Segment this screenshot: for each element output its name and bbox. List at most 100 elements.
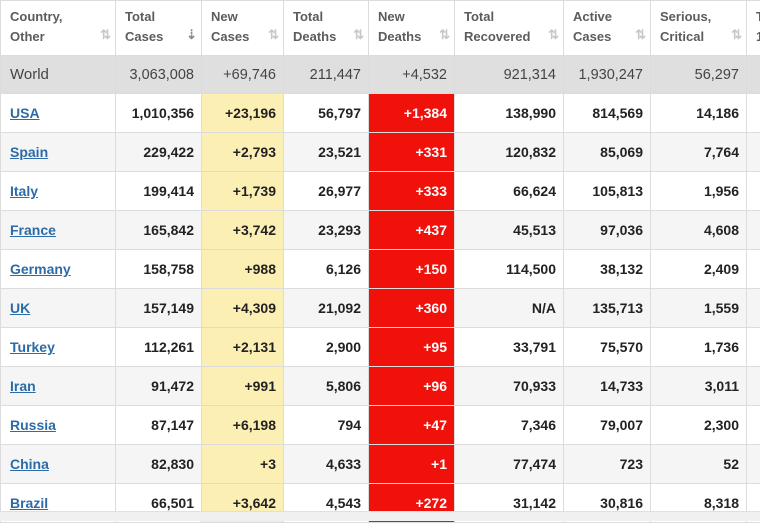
country-cell[interactable]: Italy bbox=[1, 172, 116, 211]
total-recovered-cell: 45,513 bbox=[455, 211, 564, 250]
active-cases-cell: 85,069 bbox=[564, 133, 651, 172]
header-label: Country, Other bbox=[10, 7, 108, 47]
new-deaths-cell: +47 bbox=[369, 406, 455, 445]
total-cases-cell: 1,010,356 bbox=[116, 94, 202, 133]
country-link[interactable]: USA bbox=[10, 105, 40, 121]
country-link[interactable]: China bbox=[10, 456, 49, 472]
new-cases-cell: +69,746 bbox=[202, 56, 284, 94]
total-recovered-cell: 66,624 bbox=[455, 172, 564, 211]
country-link[interactable]: Russia bbox=[10, 417, 56, 433]
country-cell[interactable]: UK bbox=[1, 289, 116, 328]
active-cases-cell: 1,930,247 bbox=[564, 56, 651, 94]
country-link[interactable]: Iran bbox=[10, 378, 36, 394]
total-deaths-cell: 211,447 bbox=[284, 56, 369, 94]
country-cell[interactable]: USA bbox=[1, 94, 116, 133]
header-total-deaths[interactable]: Total Deaths⇅ bbox=[284, 1, 369, 56]
serious-critical-cell: 2,409 bbox=[651, 250, 747, 289]
total-cases-cell: 87,147 bbox=[116, 406, 202, 445]
sort-icon[interactable]: ⇣ bbox=[186, 25, 195, 45]
new-deaths-cell: +360 bbox=[369, 289, 455, 328]
country-link[interactable]: Turkey bbox=[10, 339, 55, 355]
header-new-cases[interactable]: New Cases⇅ bbox=[202, 1, 284, 56]
total-cases-cell: 158,758 bbox=[116, 250, 202, 289]
active-cases-cell: 105,813 bbox=[564, 172, 651, 211]
country-cell[interactable]: Germany bbox=[1, 250, 116, 289]
active-cases-cell: 75,570 bbox=[564, 328, 651, 367]
total-deaths-cell: 23,521 bbox=[284, 133, 369, 172]
new-cases-cell: +2,131 bbox=[202, 328, 284, 367]
country-link[interactable]: UK bbox=[10, 300, 30, 316]
total-deaths-cell: 21,092 bbox=[284, 289, 369, 328]
header-total-cases[interactable]: Total Cases⇣ bbox=[116, 1, 202, 56]
active-cases-cell: 135,713 bbox=[564, 289, 651, 328]
horizontal-scrollbar[interactable] bbox=[0, 511, 760, 521]
country-cell[interactable]: France bbox=[1, 211, 116, 250]
total-deaths-cell: 26,977 bbox=[284, 172, 369, 211]
total-deaths-cell: 23,293 bbox=[284, 211, 369, 250]
serious-critical-cell: 1,736 bbox=[651, 328, 747, 367]
total-cases-cell: 3,063,008 bbox=[116, 56, 202, 94]
header-country[interactable]: Country, Other⇅ bbox=[1, 1, 116, 56]
header-serious-critical[interactable]: Serious, Critical⇅ bbox=[651, 1, 747, 56]
header-active-cases[interactable]: Active Cases⇅ bbox=[564, 1, 651, 56]
serious-critical-cell: 56,297 bbox=[651, 56, 747, 94]
header-tests[interactable]: T 1 bbox=[747, 1, 760, 56]
sort-icon[interactable]: ⇅ bbox=[731, 25, 740, 45]
header-label: Active Cases bbox=[573, 7, 643, 47]
header-total-recovered[interactable]: Total Recovered⇅ bbox=[455, 1, 564, 56]
new-cases-cell: +6,198 bbox=[202, 406, 284, 445]
country-link[interactable]: Spain bbox=[10, 144, 48, 160]
country-link[interactable]: Italy bbox=[10, 183, 38, 199]
sort-icon[interactable]: ⇅ bbox=[353, 25, 362, 45]
new-deaths-cell: +1 bbox=[369, 445, 455, 484]
total-recovered-cell: 70,933 bbox=[455, 367, 564, 406]
new-cases-cell: +988 bbox=[202, 250, 284, 289]
country-link[interactable]: France bbox=[10, 222, 56, 238]
active-cases-cell: 723 bbox=[564, 445, 651, 484]
sort-icon[interactable]: ⇅ bbox=[548, 25, 557, 45]
country-cell[interactable]: Spain bbox=[1, 133, 116, 172]
serious-critical-cell: 14,186 bbox=[651, 94, 747, 133]
tests-cell bbox=[747, 289, 760, 328]
header-label: Total Recovered bbox=[464, 7, 556, 47]
country-cell[interactable]: Iran bbox=[1, 367, 116, 406]
country-cell[interactable]: Turkey bbox=[1, 328, 116, 367]
new-cases-cell: +1,739 bbox=[202, 172, 284, 211]
country-link[interactable]: Germany bbox=[10, 261, 71, 277]
new-deaths-cell: +96 bbox=[369, 367, 455, 406]
tests-cell bbox=[747, 133, 760, 172]
header-label: T 1 bbox=[756, 7, 760, 47]
new-deaths-cell: +437 bbox=[369, 211, 455, 250]
country-cell[interactable]: China bbox=[1, 445, 116, 484]
total-recovered-cell: 138,990 bbox=[455, 94, 564, 133]
total-deaths-cell: 2,900 bbox=[284, 328, 369, 367]
country-link[interactable]: Brazil bbox=[10, 495, 48, 511]
active-cases-cell: 38,132 bbox=[564, 250, 651, 289]
new-cases-cell: +4,309 bbox=[202, 289, 284, 328]
sort-icon[interactable]: ⇅ bbox=[268, 25, 277, 45]
total-cases-cell: 112,261 bbox=[116, 328, 202, 367]
total-recovered-cell: 77,474 bbox=[455, 445, 564, 484]
sort-icon[interactable]: ⇅ bbox=[635, 25, 644, 45]
new-cases-cell: +23,196 bbox=[202, 94, 284, 133]
total-deaths-cell: 6,126 bbox=[284, 250, 369, 289]
new-cases-cell: +991 bbox=[202, 367, 284, 406]
new-cases-cell: +2,793 bbox=[202, 133, 284, 172]
total-cases-cell: 91,472 bbox=[116, 367, 202, 406]
total-deaths-cell: 56,797 bbox=[284, 94, 369, 133]
country-cell: World bbox=[1, 56, 116, 94]
total-recovered-cell: 33,791 bbox=[455, 328, 564, 367]
header-new-deaths[interactable]: New Deaths⇅ bbox=[369, 1, 455, 56]
country-cell[interactable]: Russia bbox=[1, 406, 116, 445]
total-deaths-cell: 4,633 bbox=[284, 445, 369, 484]
active-cases-cell: 97,036 bbox=[564, 211, 651, 250]
sort-icon[interactable]: ⇅ bbox=[439, 25, 448, 45]
sort-icon[interactable]: ⇅ bbox=[100, 25, 109, 45]
tests-cell bbox=[747, 250, 760, 289]
